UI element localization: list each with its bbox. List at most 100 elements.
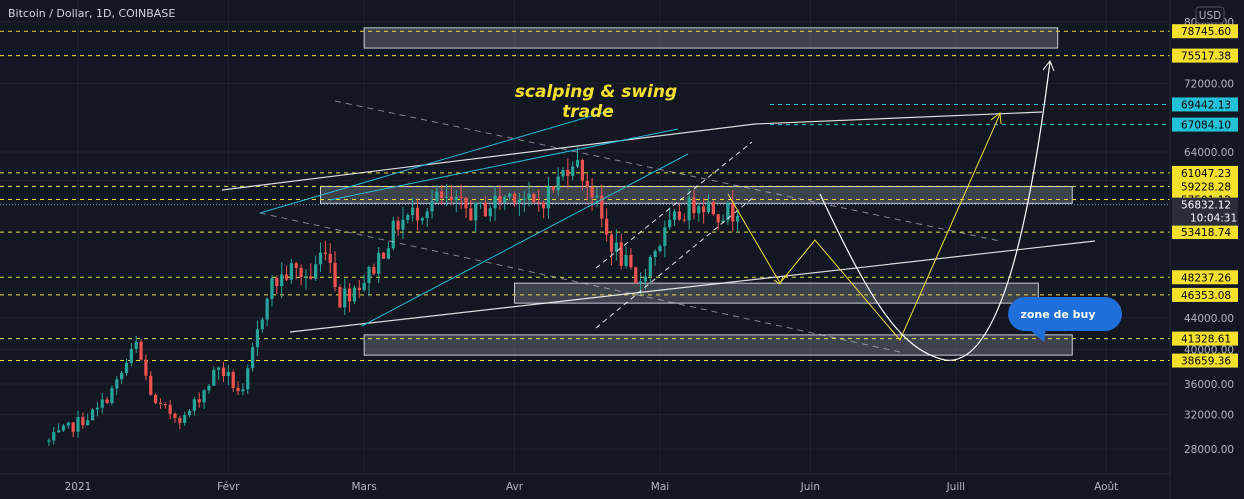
candle <box>716 213 720 230</box>
candle-body <box>425 211 429 219</box>
time-tick-label: 2021 <box>65 481 92 493</box>
candle-body <box>348 288 352 302</box>
zone-box <box>320 186 1073 204</box>
channel-line-1 <box>259 109 613 214</box>
candle-body <box>236 387 240 392</box>
candle-body <box>323 252 327 255</box>
price-level-label-bg <box>1172 165 1238 180</box>
price-level-label-text: 69442.13 <box>1181 99 1231 111</box>
candle <box>372 263 376 276</box>
candle <box>711 200 715 216</box>
candle <box>571 161 575 181</box>
price-level-label-text: 38659.36 <box>1181 356 1231 368</box>
candle-body <box>498 195 502 203</box>
price-level-label: 69442.13 <box>1172 97 1238 112</box>
candle <box>546 176 551 219</box>
candle <box>100 393 104 414</box>
price-axis-labels: 80000.0072000.0064000.0060000.0044000.00… <box>1172 17 1238 456</box>
candle-body <box>86 420 90 426</box>
price-level-label: 38659.36 <box>1172 353 1238 368</box>
candle <box>624 246 628 269</box>
candle <box>498 185 502 210</box>
candle-body <box>299 267 303 278</box>
candle <box>52 427 56 445</box>
candle-body <box>619 242 623 266</box>
candle-body <box>483 202 487 217</box>
currency-label: USD <box>1199 10 1221 22</box>
candle-body <box>217 367 221 370</box>
candle-body <box>726 203 730 221</box>
candle-body <box>551 186 555 191</box>
candle-body <box>508 193 512 197</box>
candle-body <box>639 281 643 284</box>
candle-body <box>343 288 347 308</box>
candle <box>270 274 274 307</box>
candle <box>110 385 114 406</box>
price-tick-label: 44000.00 <box>1184 313 1234 325</box>
price-level-label-bg <box>1172 270 1238 285</box>
candle <box>551 185 555 193</box>
candle-body <box>139 341 143 360</box>
candle-body <box>275 278 279 287</box>
price-level-label-text: 41328.61 <box>1181 334 1231 346</box>
candle <box>605 208 609 242</box>
candle <box>687 188 691 230</box>
candle-body <box>585 180 589 188</box>
candle <box>648 254 652 284</box>
candle <box>692 189 696 220</box>
price-level-label-bg <box>1172 353 1238 368</box>
arrow-head <box>773 276 784 285</box>
price-level-label-bg <box>1172 24 1238 39</box>
candle-body <box>677 211 681 220</box>
candle <box>508 192 512 201</box>
candle <box>702 198 706 224</box>
price-tick-label: 64000.00 <box>1184 147 1234 159</box>
candle-body <box>435 191 439 202</box>
candle-body <box>668 219 672 228</box>
candle-body <box>100 399 104 408</box>
candle-body <box>711 201 715 215</box>
candle-body <box>454 196 458 201</box>
candle <box>454 190 458 213</box>
candle <box>192 397 196 416</box>
price-axis <box>1169 0 1244 499</box>
candle <box>469 200 473 221</box>
current-price-bg <box>1172 197 1238 226</box>
candle-body <box>309 276 313 279</box>
candle <box>609 230 614 266</box>
candle-body <box>158 403 163 405</box>
callout-zone-de-buy: zone de buy <box>1008 297 1122 342</box>
candle <box>430 189 434 219</box>
candle <box>726 201 730 225</box>
candle-body <box>488 208 492 217</box>
candle-body <box>57 430 61 433</box>
channel-line-3 <box>361 153 689 327</box>
candle-body <box>124 362 129 373</box>
candle-body <box>163 403 167 405</box>
candle <box>493 185 497 221</box>
candle-body <box>629 255 633 268</box>
candle-body <box>202 390 206 403</box>
candle-body <box>721 220 725 223</box>
candle-body <box>692 197 696 214</box>
price-level-label-text: 48237.26 <box>1181 272 1231 284</box>
candle-body <box>600 195 604 219</box>
time-tick-label: Mai <box>651 481 669 493</box>
candle <box>595 187 599 207</box>
currency-badge[interactable]: USD <box>1195 6 1225 24</box>
candle <box>406 212 410 224</box>
candle-body <box>440 191 444 198</box>
dashed-support <box>259 212 901 353</box>
candle <box>255 320 260 356</box>
current-price-value: 56832.12 <box>1181 200 1231 212</box>
price-level-label: 59228.28 <box>1172 179 1238 194</box>
candle-body <box>328 254 332 263</box>
candle-body <box>687 197 691 221</box>
candle-body <box>420 218 424 221</box>
candle-body <box>260 319 264 330</box>
candle <box>357 279 361 298</box>
candle-body <box>246 368 250 390</box>
candle-body <box>173 413 177 418</box>
candle <box>435 184 439 203</box>
